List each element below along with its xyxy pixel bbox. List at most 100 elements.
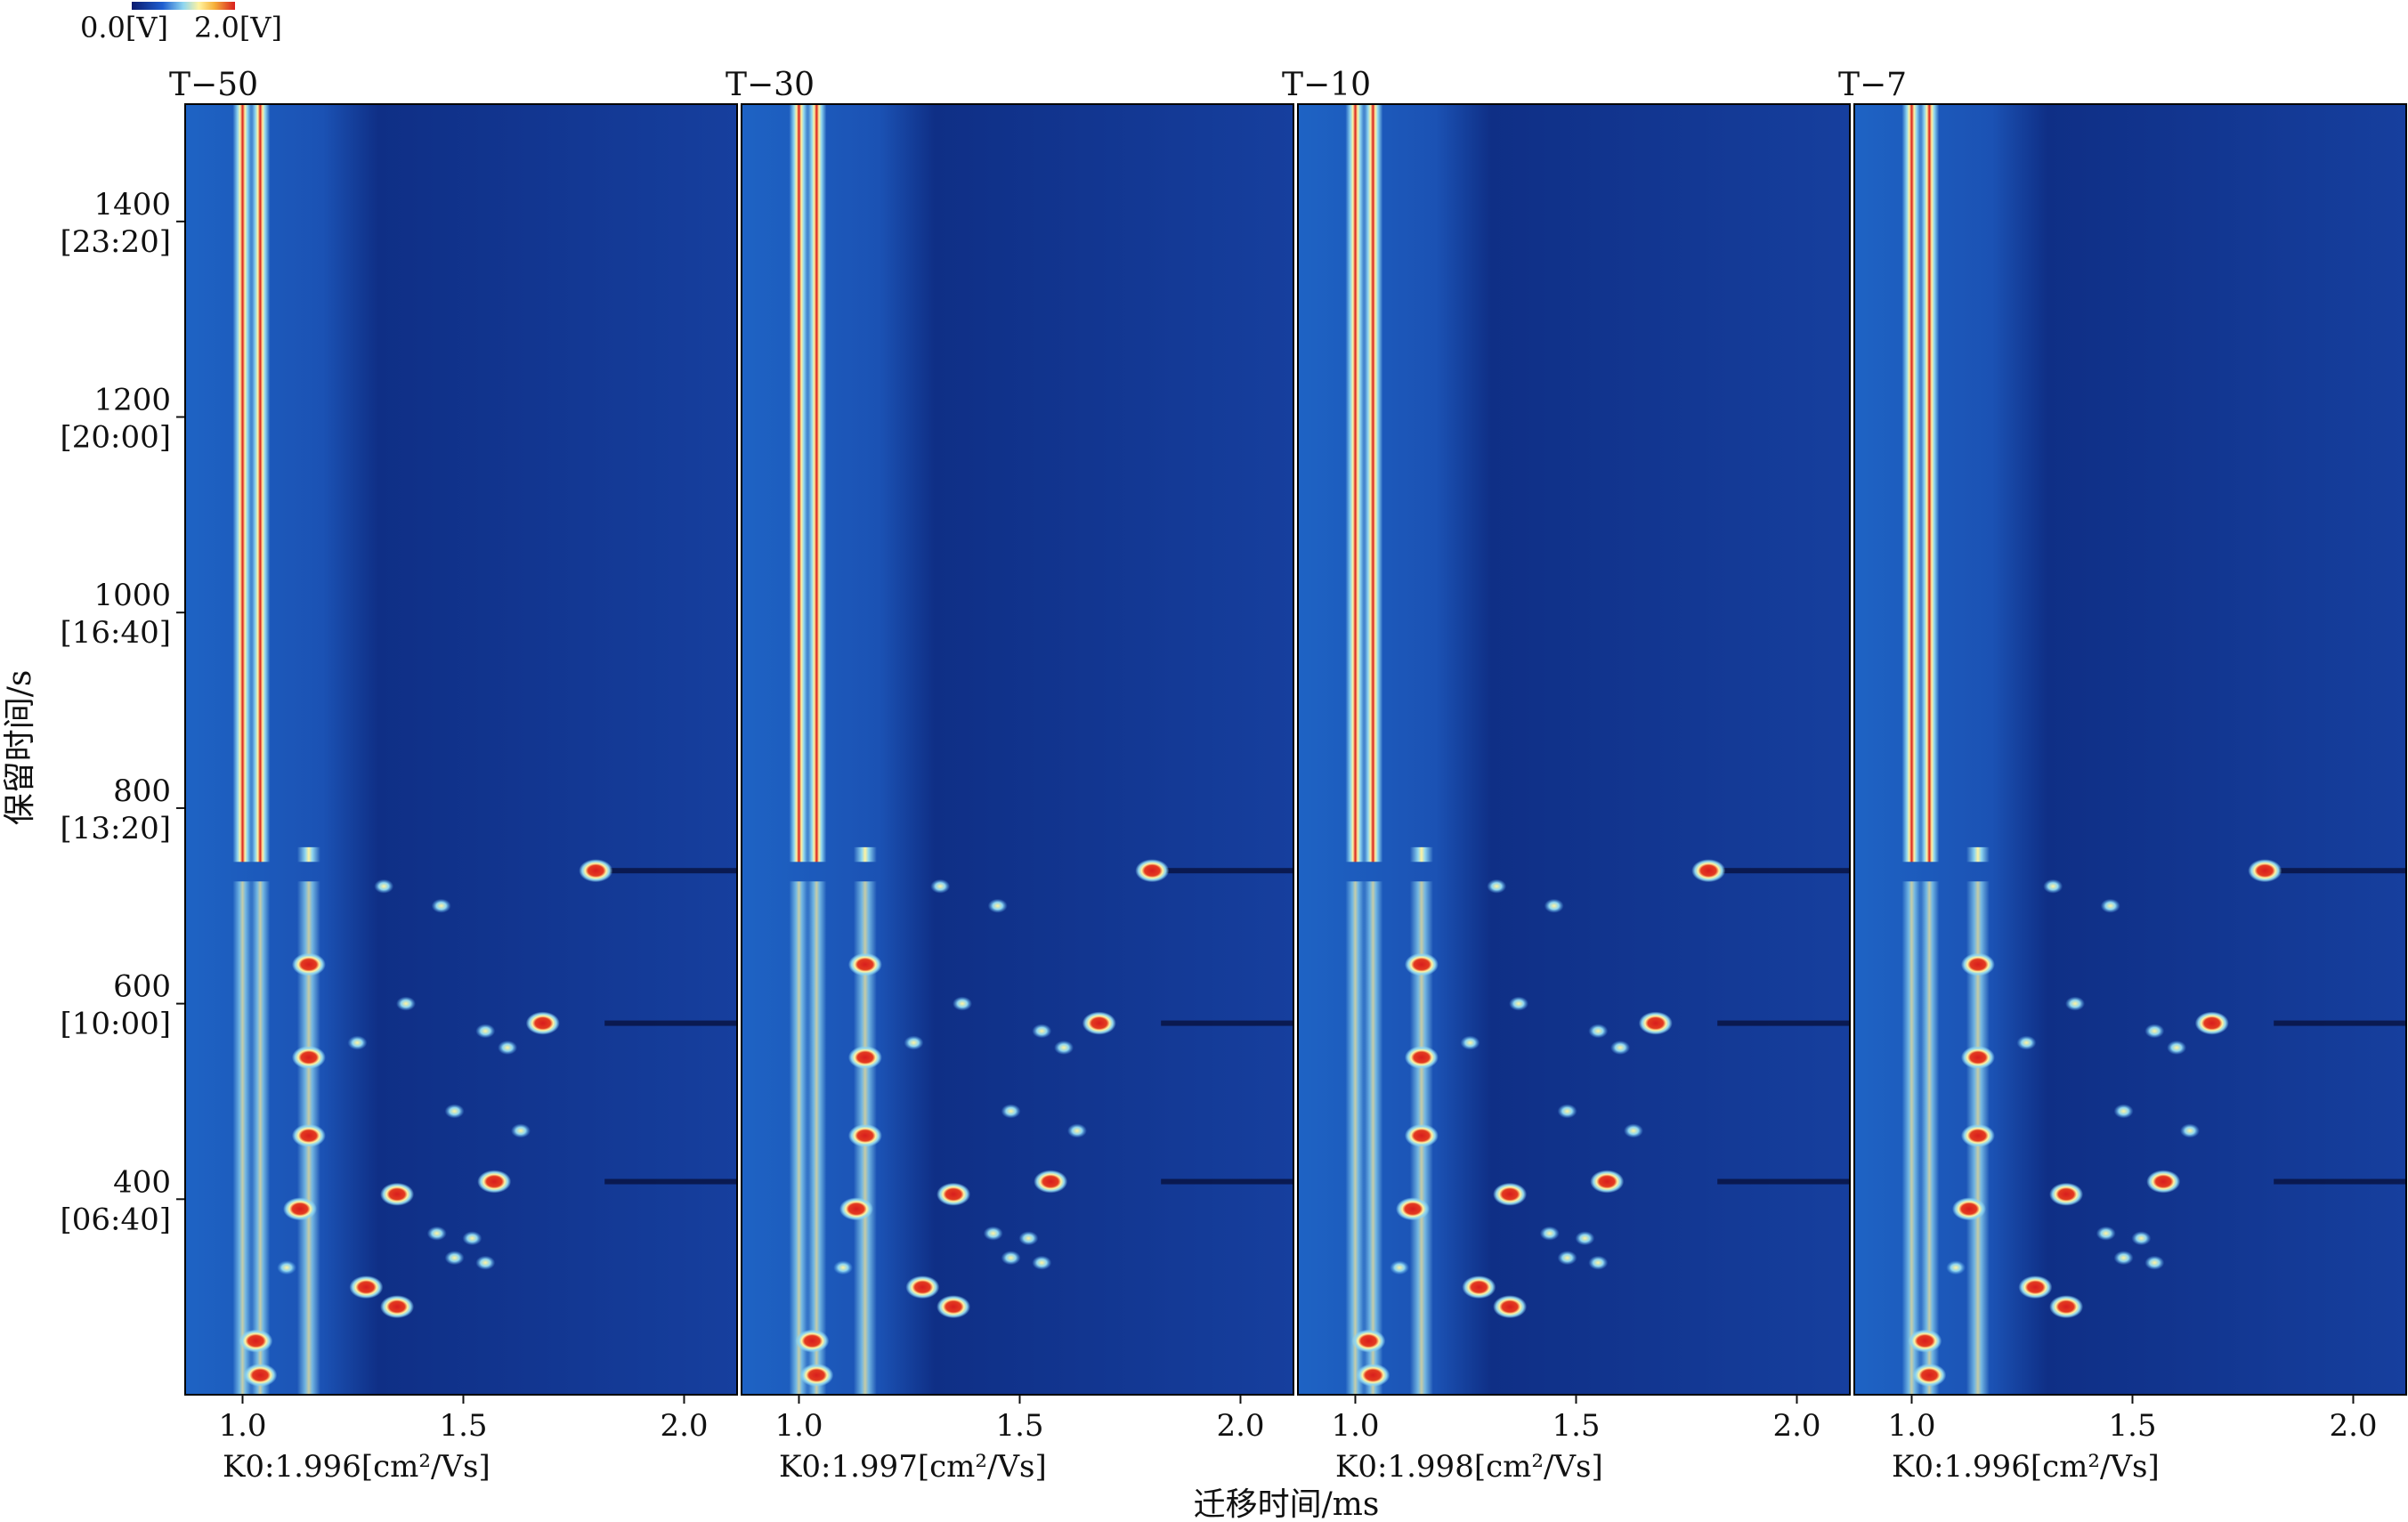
peak-spot — [579, 859, 613, 883]
x-tick-label: 1.0 — [1331, 1408, 1379, 1444]
peak-spot — [1404, 1046, 1439, 1070]
y-tick-label: 1000 — [93, 578, 171, 613]
panel: T−10 1.0 1.5 2.0 K0:1.998[cm²/Vs] — [1282, 67, 1851, 1485]
colorbar: 0.0[V] 2.0[V] — [80, 2, 282, 45]
peak-spot — [291, 1123, 326, 1147]
dark-streak — [1717, 868, 1850, 874]
peak-spot — [239, 1329, 273, 1353]
peak-spot — [475, 1024, 496, 1039]
peak-spot — [277, 1260, 297, 1275]
peak-spot — [291, 952, 326, 976]
panel-frame — [741, 103, 1294, 1396]
peak-spot — [1493, 1182, 1528, 1206]
peak-spot — [1034, 1170, 1068, 1194]
peak-spot — [349, 1275, 384, 1299]
x-tick-label: 1.0 — [218, 1408, 266, 1444]
peak-spot — [2049, 1295, 2084, 1319]
peak-spot — [426, 1226, 447, 1241]
peak-spot — [475, 1255, 496, 1270]
panel-plot — [1298, 104, 1850, 1395]
vertical-band-lower — [1919, 881, 1940, 1395]
peak-spot — [1951, 1197, 1986, 1221]
colorbar-gradient — [132, 2, 235, 10]
peak-spot — [2018, 1275, 2053, 1299]
panel: T−30 1.0 1.5 2.0 K0:1.997[cm²/Vs] — [726, 67, 1294, 1485]
peak-spot — [2043, 878, 2063, 894]
peak-spot — [462, 1231, 482, 1246]
x-tick-label: 2.0 — [1216, 1408, 1264, 1444]
k0-label: K0:1.998[cm²/Vs] — [1335, 1449, 1603, 1485]
peak-spot — [1610, 1040, 1631, 1056]
vertical-band — [789, 104, 809, 862]
peak-spot — [282, 1197, 317, 1221]
vertical-band — [296, 846, 320, 862]
x-tick-label: 1.5 — [1552, 1408, 1600, 1444]
peak-spot — [2113, 1251, 2134, 1266]
x-tick-label: 1.0 — [774, 1408, 823, 1444]
peak-spot — [1460, 1035, 1480, 1050]
vertical-band — [250, 104, 271, 862]
vertical-band — [1345, 104, 1366, 862]
peak-spot — [1908, 1329, 1942, 1353]
peak-spot — [2049, 1182, 2084, 1206]
peak-spot — [1946, 1260, 1966, 1275]
panel-frame — [1297, 103, 1851, 1396]
y-tick-sublabel: [20:00] — [60, 420, 171, 456]
peak-spot — [396, 996, 416, 1011]
y-tick-sublabel: [06:40] — [60, 1202, 171, 1237]
vertical-band-lower — [789, 881, 809, 1395]
peak-spot — [847, 1046, 882, 1070]
peak-spot — [1018, 1231, 1039, 1246]
panels: T−50 1.0 1.5 2.0 K0:1.996[cm²/Vs] T−30 1.0 1.5 2… — [169, 67, 2407, 1485]
y-ticks: 400[06:40] 600[10:00] 800[13:20] 1000[16:40… — [60, 187, 185, 1237]
dark-streak — [1161, 1178, 1293, 1185]
dark-streak — [604, 868, 737, 874]
y-axis-label: 保留时间/s — [2, 670, 38, 826]
peak-spot — [930, 878, 951, 894]
vertical-band-lower — [807, 881, 827, 1395]
panel-title: T−50 — [169, 67, 258, 103]
peak-spot — [1557, 1251, 1577, 1266]
peak-spot — [1960, 952, 1995, 976]
peak-spot — [1960, 1123, 1995, 1147]
peak-spot — [1588, 1024, 1609, 1039]
peak-spot — [1623, 1123, 1643, 1138]
vertical-band — [1901, 104, 1922, 862]
panel: T−7 1.0 1.5 2.0 K0:1.996[cm²/Vs] — [1838, 67, 2407, 1485]
panel-title: T−7 — [1838, 67, 1907, 103]
peak-spot — [1557, 1104, 1577, 1119]
dark-streak — [1717, 1020, 1850, 1026]
dark-streak — [1161, 868, 1293, 874]
k0-label: K0:1.996[cm²/Vs] — [223, 1449, 491, 1485]
panel-plot — [1854, 104, 2406, 1395]
peak-spot — [374, 878, 394, 894]
panel-plot — [742, 104, 1293, 1395]
peak-spot — [1912, 1364, 1947, 1388]
peak-spot — [1390, 1260, 1410, 1275]
peak-spot — [2146, 1170, 2181, 1194]
peak-spot — [905, 1275, 940, 1299]
peak-spot — [1509, 996, 1528, 1011]
panel-frame — [1853, 103, 2407, 1396]
y-tick-sublabel: [10:00] — [60, 1007, 171, 1042]
peak-spot — [2194, 1011, 2229, 1035]
peak-spot — [1588, 1255, 1609, 1270]
peak-spot — [477, 1170, 512, 1194]
peak-spot — [431, 898, 451, 913]
peak-spot — [1487, 878, 1507, 894]
peak-spot — [953, 996, 972, 1011]
vertical-band-lower — [232, 881, 253, 1395]
peak-spot — [2065, 996, 2085, 1011]
peak-spot — [1691, 859, 1726, 883]
y-tick-label: 400 — [113, 1164, 171, 1200]
peak-spot — [2131, 1231, 2152, 1246]
peak-spot — [2096, 1226, 2116, 1241]
vertical-band — [853, 846, 877, 862]
peak-spot — [1001, 1251, 1021, 1266]
panel-frame — [184, 103, 738, 1396]
vertical-band — [1409, 846, 1433, 862]
peak-spot — [1493, 1295, 1528, 1319]
peak-spot — [2144, 1024, 2165, 1039]
y-tick-sublabel: [13:20] — [60, 811, 171, 846]
peak-spot — [1590, 1170, 1625, 1194]
